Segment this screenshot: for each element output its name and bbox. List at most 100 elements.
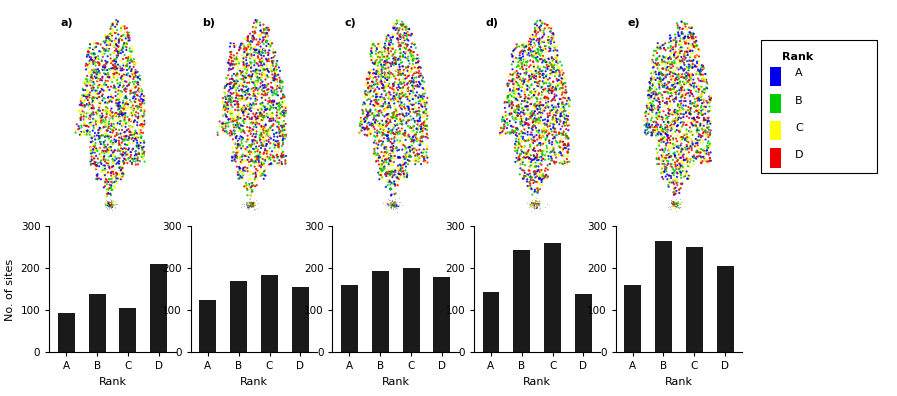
Point bbox=[689, 149, 703, 155]
Point bbox=[398, 24, 413, 30]
Point bbox=[369, 107, 383, 113]
Point bbox=[224, 99, 239, 105]
Point bbox=[676, 86, 691, 92]
Point bbox=[677, 49, 692, 55]
Point bbox=[258, 38, 273, 44]
Point bbox=[89, 119, 103, 126]
Point bbox=[662, 206, 676, 212]
Point bbox=[527, 201, 542, 207]
Point bbox=[670, 119, 684, 125]
Point bbox=[395, 81, 409, 87]
Point bbox=[533, 118, 547, 124]
Point bbox=[558, 102, 572, 109]
Point bbox=[119, 79, 134, 85]
Point bbox=[699, 104, 713, 110]
Point bbox=[518, 62, 532, 69]
Point bbox=[388, 182, 402, 188]
Point bbox=[506, 49, 520, 55]
Point bbox=[383, 60, 397, 66]
Point bbox=[527, 202, 541, 208]
Point bbox=[249, 36, 264, 43]
Point bbox=[390, 204, 405, 211]
Point bbox=[257, 123, 271, 129]
Point bbox=[231, 102, 246, 108]
Point bbox=[266, 46, 280, 53]
Point bbox=[669, 202, 684, 208]
Point bbox=[671, 204, 685, 210]
Point bbox=[77, 80, 91, 87]
Point bbox=[671, 29, 685, 36]
Point bbox=[522, 111, 536, 117]
Point bbox=[525, 53, 539, 60]
Point bbox=[407, 118, 422, 124]
Point bbox=[95, 84, 109, 90]
Point bbox=[229, 123, 243, 129]
Point bbox=[561, 95, 575, 101]
Point bbox=[682, 109, 696, 116]
Point bbox=[642, 106, 657, 112]
Point bbox=[685, 91, 700, 97]
Point bbox=[541, 86, 555, 92]
Point bbox=[392, 173, 406, 179]
Point bbox=[542, 48, 556, 54]
Point bbox=[379, 170, 393, 177]
Point bbox=[385, 116, 399, 122]
Point bbox=[274, 131, 288, 137]
Point bbox=[502, 110, 517, 117]
Point bbox=[509, 159, 523, 165]
Point bbox=[659, 141, 674, 147]
Point bbox=[671, 103, 685, 109]
Point bbox=[118, 110, 132, 116]
Point bbox=[649, 110, 664, 116]
Point bbox=[85, 75, 100, 82]
Point bbox=[74, 98, 88, 105]
Point bbox=[701, 129, 716, 135]
Point bbox=[532, 148, 546, 154]
Point bbox=[92, 100, 107, 106]
Point bbox=[386, 59, 400, 65]
Point bbox=[401, 103, 415, 110]
Point bbox=[556, 70, 570, 76]
Point bbox=[257, 29, 271, 36]
Point bbox=[88, 140, 102, 146]
Point bbox=[111, 103, 126, 110]
Point bbox=[393, 72, 407, 78]
Point bbox=[691, 142, 705, 148]
Point bbox=[561, 122, 575, 129]
Point bbox=[99, 144, 113, 150]
Point bbox=[121, 147, 135, 153]
Point bbox=[680, 142, 694, 148]
Point bbox=[538, 104, 553, 110]
Point bbox=[555, 89, 570, 96]
Point bbox=[375, 122, 389, 128]
Point bbox=[544, 63, 559, 69]
Point bbox=[266, 110, 280, 116]
Point bbox=[409, 134, 423, 140]
Point bbox=[264, 115, 278, 122]
Point bbox=[395, 103, 409, 109]
Point bbox=[531, 29, 545, 35]
Point bbox=[643, 87, 658, 93]
Point bbox=[671, 76, 685, 83]
Point bbox=[261, 98, 275, 105]
Point bbox=[113, 90, 127, 97]
Point bbox=[671, 53, 685, 60]
Point bbox=[101, 203, 116, 209]
Point bbox=[511, 102, 526, 109]
Point bbox=[385, 202, 399, 208]
Point bbox=[534, 78, 548, 84]
Point bbox=[104, 65, 118, 72]
Point bbox=[656, 129, 670, 135]
Point bbox=[250, 140, 265, 146]
Point bbox=[526, 200, 540, 207]
Point bbox=[239, 54, 253, 61]
Point bbox=[534, 135, 548, 141]
Point bbox=[683, 80, 697, 86]
Point bbox=[418, 153, 432, 160]
Point bbox=[556, 104, 570, 110]
Point bbox=[106, 179, 120, 186]
Point bbox=[250, 79, 265, 86]
Point bbox=[107, 58, 121, 64]
Point bbox=[511, 157, 526, 163]
Point bbox=[86, 104, 100, 110]
